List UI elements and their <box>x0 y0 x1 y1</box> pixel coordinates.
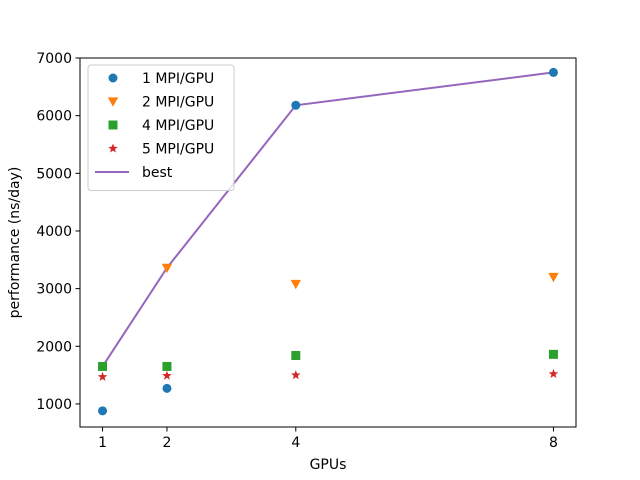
data-point-4-mpi-gpu <box>162 361 172 371</box>
y-tick-label: 3000 <box>36 282 72 298</box>
data-point-5-mpi-gpu <box>162 370 172 380</box>
y-axis-label: performance (ns/day) <box>7 167 23 319</box>
y-tick-label: 6000 <box>36 109 72 125</box>
data-point-1-mpi-gpu <box>162 383 172 393</box>
y-tick-label: 2000 <box>36 339 72 355</box>
legend-label-best: best <box>142 165 173 181</box>
data-point-2-mpi-gpu <box>548 272 559 283</box>
legend-swatch-4-mpi-gpu <box>108 120 118 130</box>
data-point-4-mpi-gpu <box>98 361 108 371</box>
data-point-5-mpi-gpu <box>548 368 559 378</box>
data-point-4-mpi-gpu <box>548 349 558 359</box>
y-tick-label: 5000 <box>36 166 72 182</box>
data-point-4-mpi-gpu <box>291 351 301 361</box>
legend-label-1-mpi-gpu: 1 MPI/GPU <box>142 71 214 87</box>
x-tick-label: 1 <box>98 435 107 451</box>
legend-label-4-mpi-gpu: 4 MPI/GPU <box>142 118 214 134</box>
legend-box <box>87 64 235 191</box>
legend-label-5-mpi-gpu: 5 MPI/GPU <box>142 142 214 158</box>
data-point-5-mpi-gpu <box>291 370 301 380</box>
y-tick-label: 1000 <box>36 397 72 413</box>
legend-label-2-mpi-gpu: 2 MPI/GPU <box>142 95 214 111</box>
legend-swatch-5-mpi-gpu <box>108 143 118 153</box>
legend-swatch-2-mpi-gpu <box>107 97 119 107</box>
data-point-1-mpi-gpu <box>548 67 558 77</box>
axes-frame <box>79 57 577 428</box>
data-point-5-mpi-gpu <box>97 371 108 381</box>
legend-swatch-1-mpi-gpu <box>108 73 118 83</box>
x-tick-label: 8 <box>549 435 558 451</box>
x-tick-label: 4 <box>291 435 300 451</box>
legend: 1 MPI/GPU 2 MPI/GPU 4 MPI/GPU 5 MPI/GPU best <box>87 64 235 191</box>
y-axis-ticks: 1000 2000 3000 4000 5000 6000 7000 <box>36 51 80 413</box>
x-axis-label: GPUs <box>310 457 347 473</box>
data-point-2-mpi-gpu <box>161 263 173 274</box>
data-point-1-mpi-gpu <box>98 406 108 416</box>
data-point-2-mpi-gpu <box>290 279 301 290</box>
data-point-1-mpi-gpu <box>291 100 301 110</box>
x-axis-ticks: 1 2 4 8 <box>98 427 558 451</box>
y-tick-label: 4000 <box>36 224 72 240</box>
y-tick-label: 7000 <box>36 51 72 67</box>
x-tick-label: 2 <box>163 435 172 451</box>
